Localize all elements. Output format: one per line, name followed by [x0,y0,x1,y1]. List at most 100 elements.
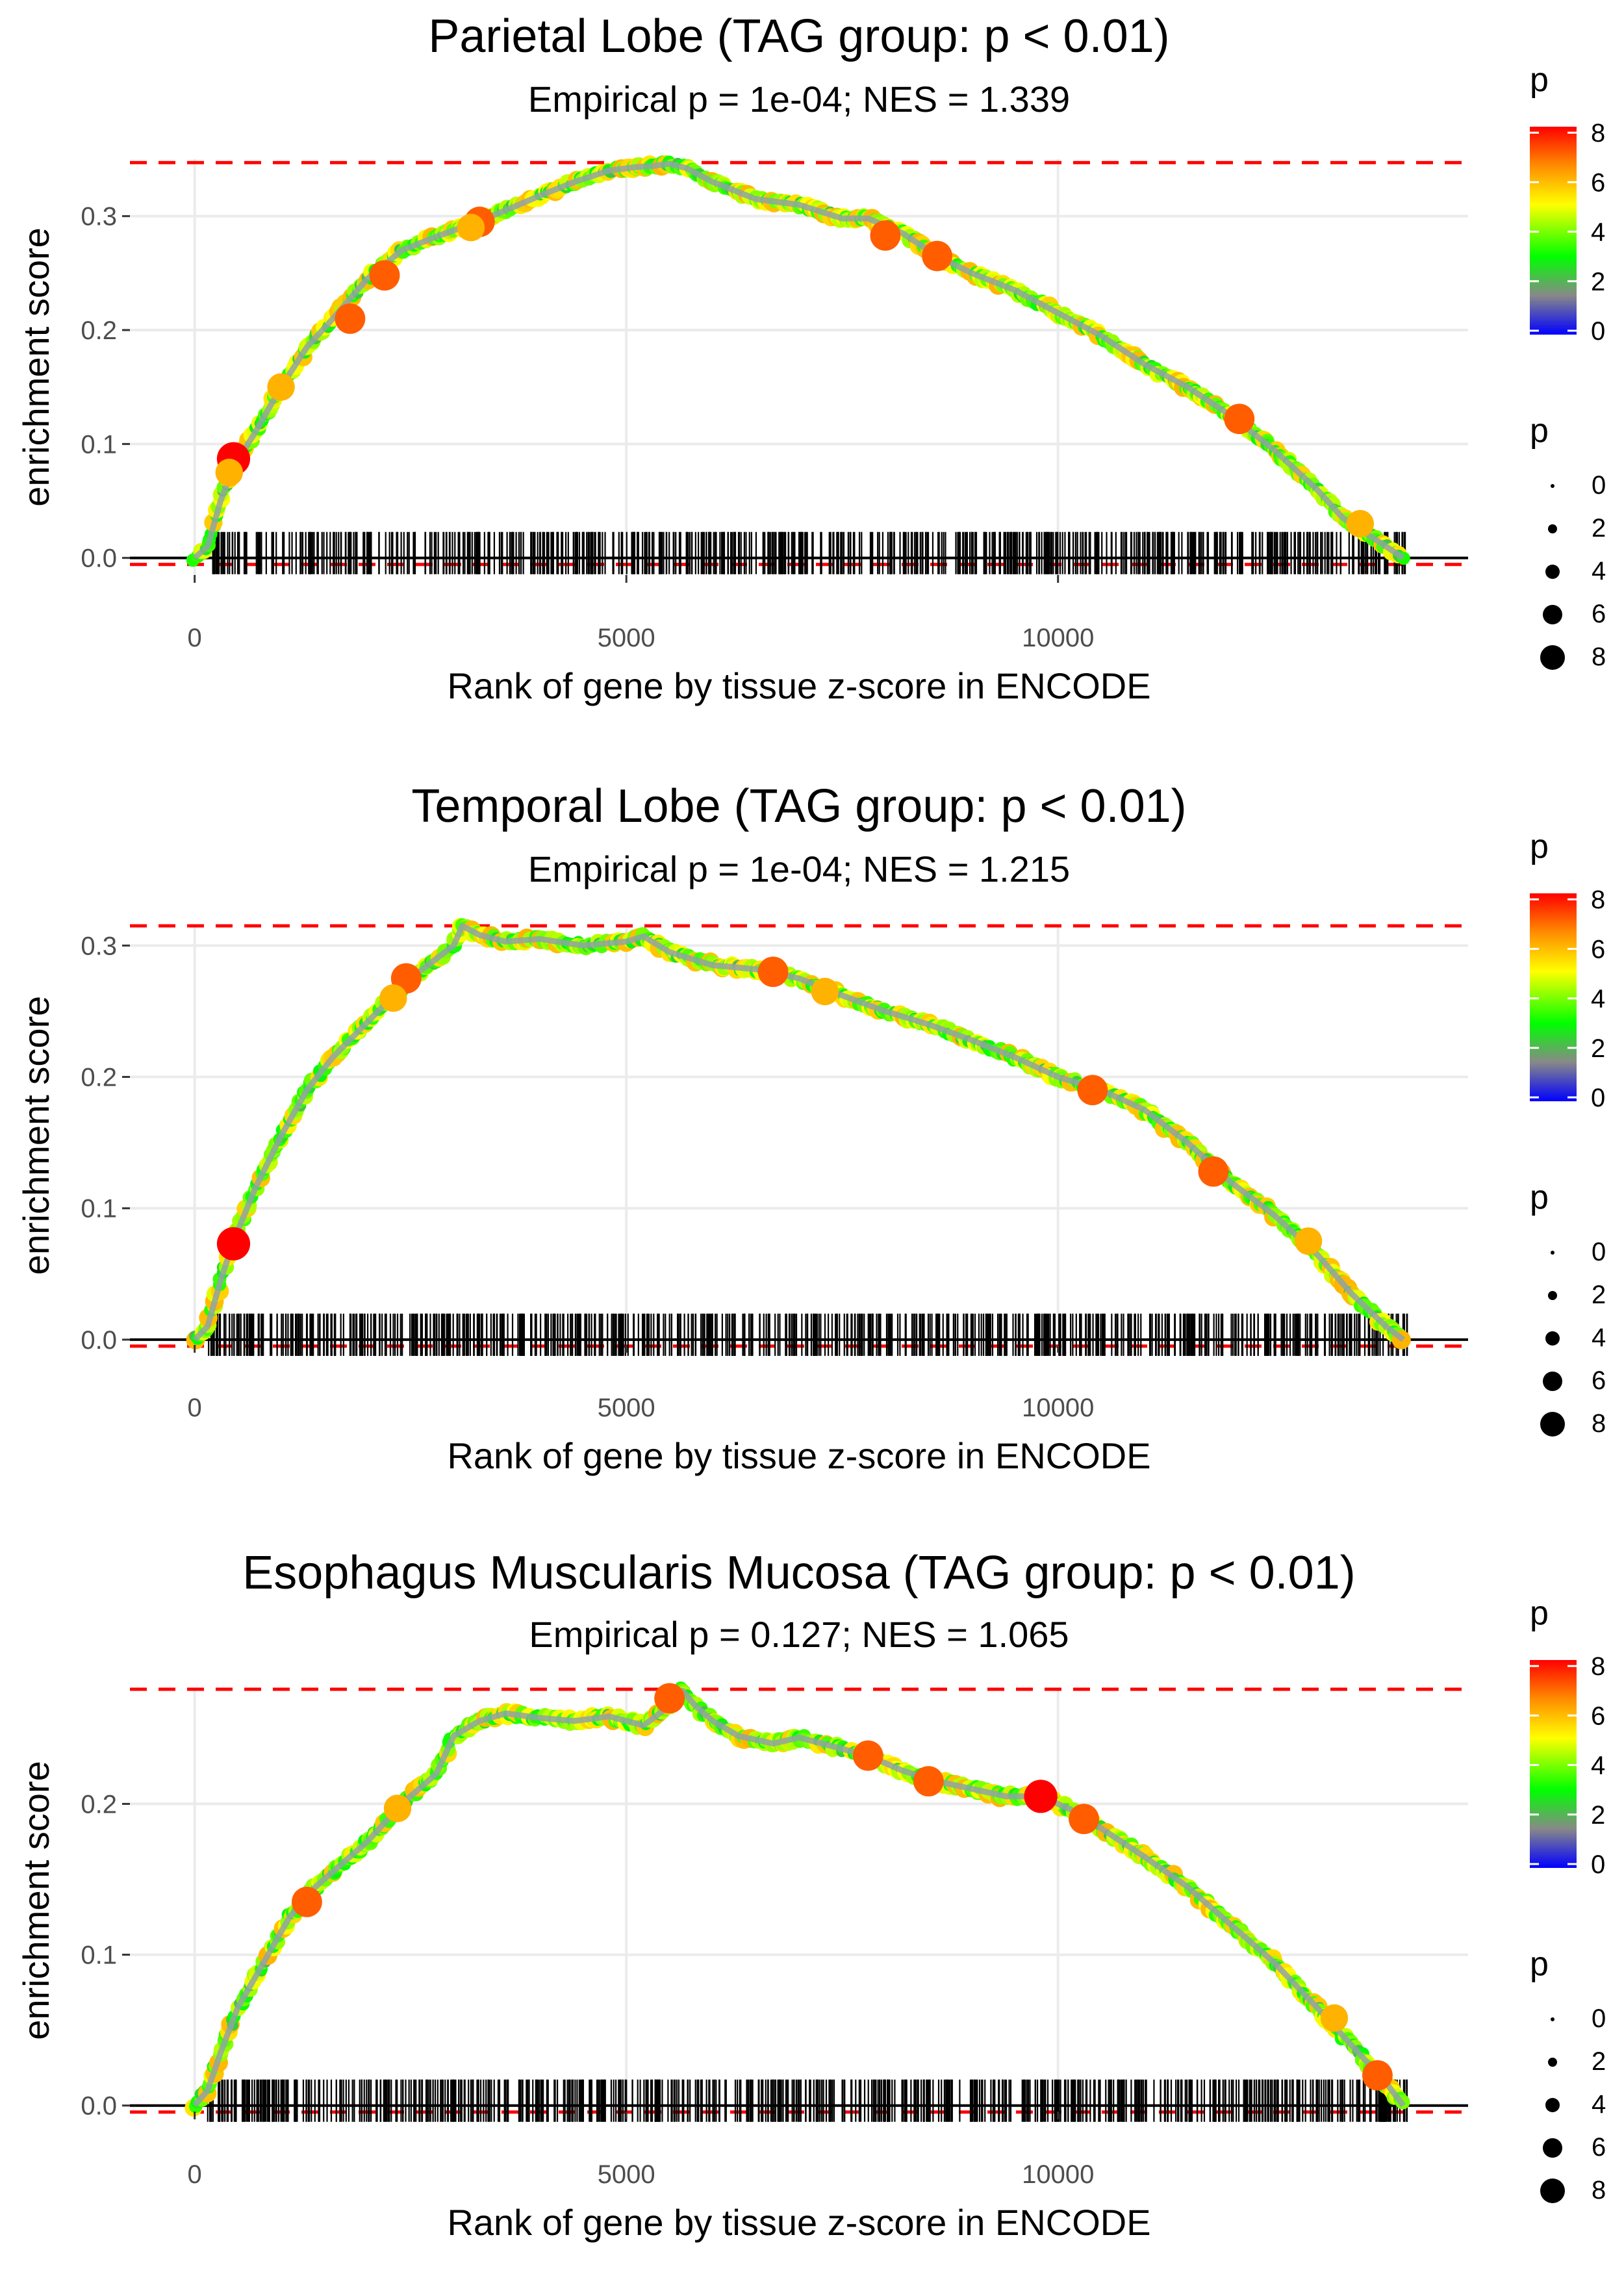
legend-3: p 8 6 4 2 0 p 0 2 4 6 8 [1530,1594,1606,2204]
colorbar-label: 4 [1591,1752,1605,1780]
color-legend-title: p [1530,61,1549,99]
y-tick-label: 0.2 [81,316,117,345]
significant-gene-point [1069,1804,1099,1835]
chart-title: Esophagus Muscularis Mucosa (TAG group: … [242,1547,1355,1599]
x-tick-label: 5000 [598,2160,655,2189]
significant-gene-point [1198,1156,1229,1187]
size-legend-dot [1545,565,1560,579]
size-legend-label: 6 [1592,600,1606,628]
y-tick-label: 0.1 [81,1941,117,1970]
color-legend-title: p [1530,828,1549,865]
significant-gene-point [870,220,901,251]
x-tick-label: 0 [188,1394,202,1422]
significant-gene-point [292,1886,322,1917]
size-legend-label: 0 [1592,471,1606,500]
significant-gene-point [654,1683,685,1714]
x-tick-label: 10000 [1022,624,1094,652]
colorbar-label: 8 [1591,119,1605,147]
size-legend-label: 6 [1592,1366,1606,1395]
legend-1: p 8 6 4 2 0 p 0 2 4 6 8 [1530,61,1606,671]
size-legend-title: p [1530,1179,1549,1216]
size-legend-label: 4 [1592,1323,1606,1352]
size-legend-dot [1551,1251,1554,1255]
y-tick-label: 0.0 [81,544,117,573]
colorbar-label: 0 [1591,1084,1605,1112]
size-legend-title: p [1530,1945,1549,1983]
running-sum-line [192,160,1405,561]
size-legend-dot [1545,2098,1560,2112]
significant-gene-point [215,458,244,487]
colorbar [1530,1660,1577,1868]
significant-gene-point [922,240,953,272]
y-tick-label: 0.1 [81,430,117,459]
y-axis-title: enrichment score [16,1761,57,2040]
size-legend-label: 6 [1592,2133,1606,2162]
colorbar-label: 2 [1591,1801,1605,1830]
size-legend-title: p [1530,412,1549,450]
colorbar-label: 6 [1591,935,1605,964]
size-legend-dot [1551,484,1554,488]
size-legend-label: 0 [1592,2004,1606,2033]
x-tick-label: 10000 [1022,1394,1094,1422]
chart-panel-2: Temporal Lobe (TAG group: p < 0.01) Empir… [16,780,1606,1476]
chart-title: Parietal Lobe (TAG group: p < 0.01) [428,10,1169,62]
size-legend-dot [1545,1331,1560,1346]
y-tick-label: 0.1 [81,1195,117,1223]
colorbar-label: 0 [1591,317,1605,346]
size-legend-label: 0 [1592,1238,1606,1266]
y-tick-label: 0.3 [81,932,117,960]
gene-rank-ticks [212,531,1406,574]
size-legend-label: 2 [1592,514,1606,543]
x-tick-label: 5000 [598,624,655,652]
running-sum-points [184,1681,1410,2117]
gene-rank-ticks [207,2079,1408,2122]
size-legend-label: 2 [1592,1281,1606,1309]
x-axis-title: Rank of gene by tissue z-score in ENCODE [447,2202,1150,2243]
chart-subtitle: Empirical p = 1e-04; NES = 1.339 [528,79,1070,120]
colorbar-label: 4 [1591,985,1605,1014]
size-legend-label: 8 [1592,2176,1606,2204]
running-sum-line [192,1687,1406,2108]
colorbar [1530,127,1577,335]
running-sum-line [192,923,1406,1342]
y-tick-label: 0.3 [81,203,117,231]
size-legend-dot [1548,524,1557,533]
significant-gene-point [457,214,485,242]
x-tick-label: 0 [188,624,202,652]
size-legend-dot [1543,2138,1562,2158]
size-legend-label: 4 [1592,557,1606,585]
y-tick-label: 0.2 [81,1790,117,1819]
significant-gene-point [811,977,839,1006]
significant-gene-point [1346,509,1375,538]
chart-panel-1: Parietal Lobe (TAG group: p < 0.01) Empir… [16,10,1606,706]
significant-gene-point [1077,1075,1108,1106]
x-tick-label: 0 [188,2160,202,2189]
x-tick-label: 5000 [598,1394,655,1422]
size-legend-dot [1543,605,1562,624]
x-tick-label: 10000 [1022,2160,1094,2189]
y-tick-label: 0.2 [81,1064,117,1092]
significant-gene-point [383,1795,412,1822]
size-legend-dot [1551,2017,1554,2021]
size-legend-dot [1540,2178,1565,2203]
size-legend-dot [1548,1291,1557,1300]
colorbar-label: 6 [1591,1702,1605,1730]
significant-gene-point [335,303,366,334]
significant-gene-point [852,1740,883,1771]
size-legend-label: 4 [1592,2090,1606,2119]
colorbar-label: 2 [1591,1034,1605,1063]
significant-gene-point [1024,1780,1058,1813]
significant-gene-point [1320,2004,1349,2032]
significant-gene-point [379,984,407,1012]
color-legend-title: p [1530,1594,1549,1632]
size-legend-label: 2 [1592,2047,1606,2076]
significant-gene-point [1224,403,1255,435]
colorbar [1530,893,1577,1101]
colorbar-label: 4 [1591,218,1605,247]
size-legend-dot [1543,1372,1562,1391]
size-legend-dot [1540,645,1565,670]
colorbar-label: 6 [1591,168,1605,197]
y-tick-label: 0.0 [81,1326,117,1355]
colorbar-label: 8 [1591,1652,1605,1681]
